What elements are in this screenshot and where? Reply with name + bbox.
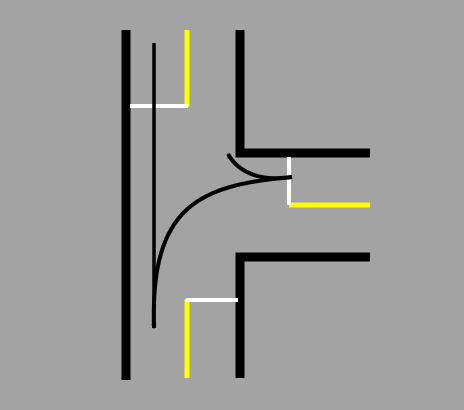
- main-road-right-curb-north-corner: [235, 30, 370, 158]
- right-turn-path-arrow: [226, 152, 293, 181]
- left-turn-path-arrow: [151, 175, 293, 329]
- main-road-right-curb-south-corner: [235, 252, 370, 378]
